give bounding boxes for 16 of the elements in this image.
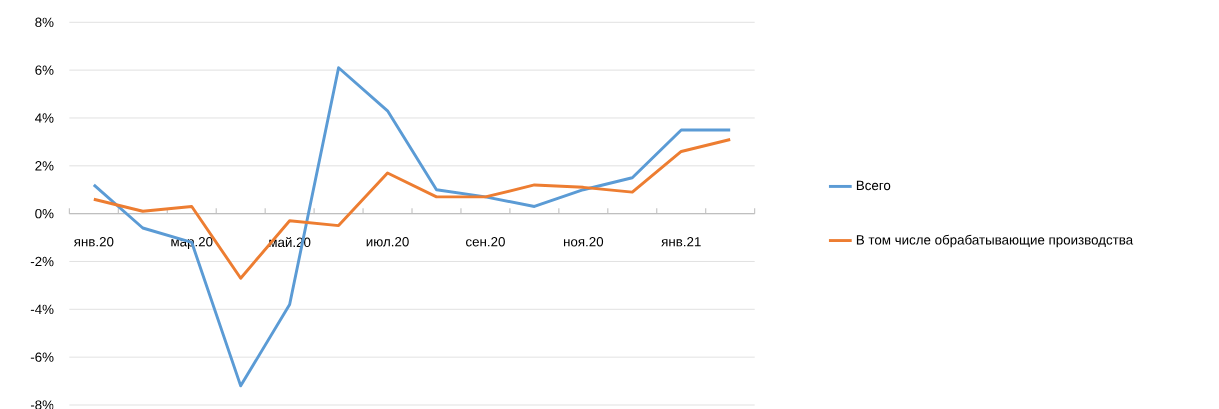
- y-tick-label: -4%: [30, 304, 54, 314]
- x-tick-label: июл.20: [366, 237, 409, 247]
- x-tick-label: янв.21: [661, 237, 701, 247]
- y-tick-label: 2%: [35, 161, 54, 171]
- x-tick-label: ноя.20: [564, 237, 604, 247]
- legend-label: В том числе обрабатывающие производства: [856, 234, 1134, 248]
- y-tick-label: 4%: [35, 113, 54, 123]
- y-tick-label: -8%: [30, 400, 54, 409]
- y-tick-label: 6%: [35, 65, 54, 75]
- y-tick-label: 0%: [35, 208, 54, 219]
- y-tick-label: -2%: [30, 256, 54, 267]
- y-tick-label: 8%: [35, 17, 54, 28]
- y-tick-label: -6%: [30, 352, 54, 362]
- legend-label: Всего: [856, 180, 891, 191]
- x-tick-label: сен.20: [466, 237, 505, 247]
- x-tick-label: янв.20: [73, 237, 114, 247]
